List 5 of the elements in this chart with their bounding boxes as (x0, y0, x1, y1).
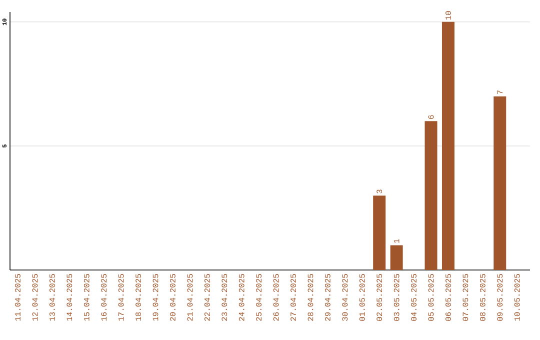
bar (424, 121, 438, 270)
bar (442, 22, 454, 270)
bar (390, 245, 403, 270)
bar (373, 196, 386, 270)
bar (494, 96, 506, 270)
